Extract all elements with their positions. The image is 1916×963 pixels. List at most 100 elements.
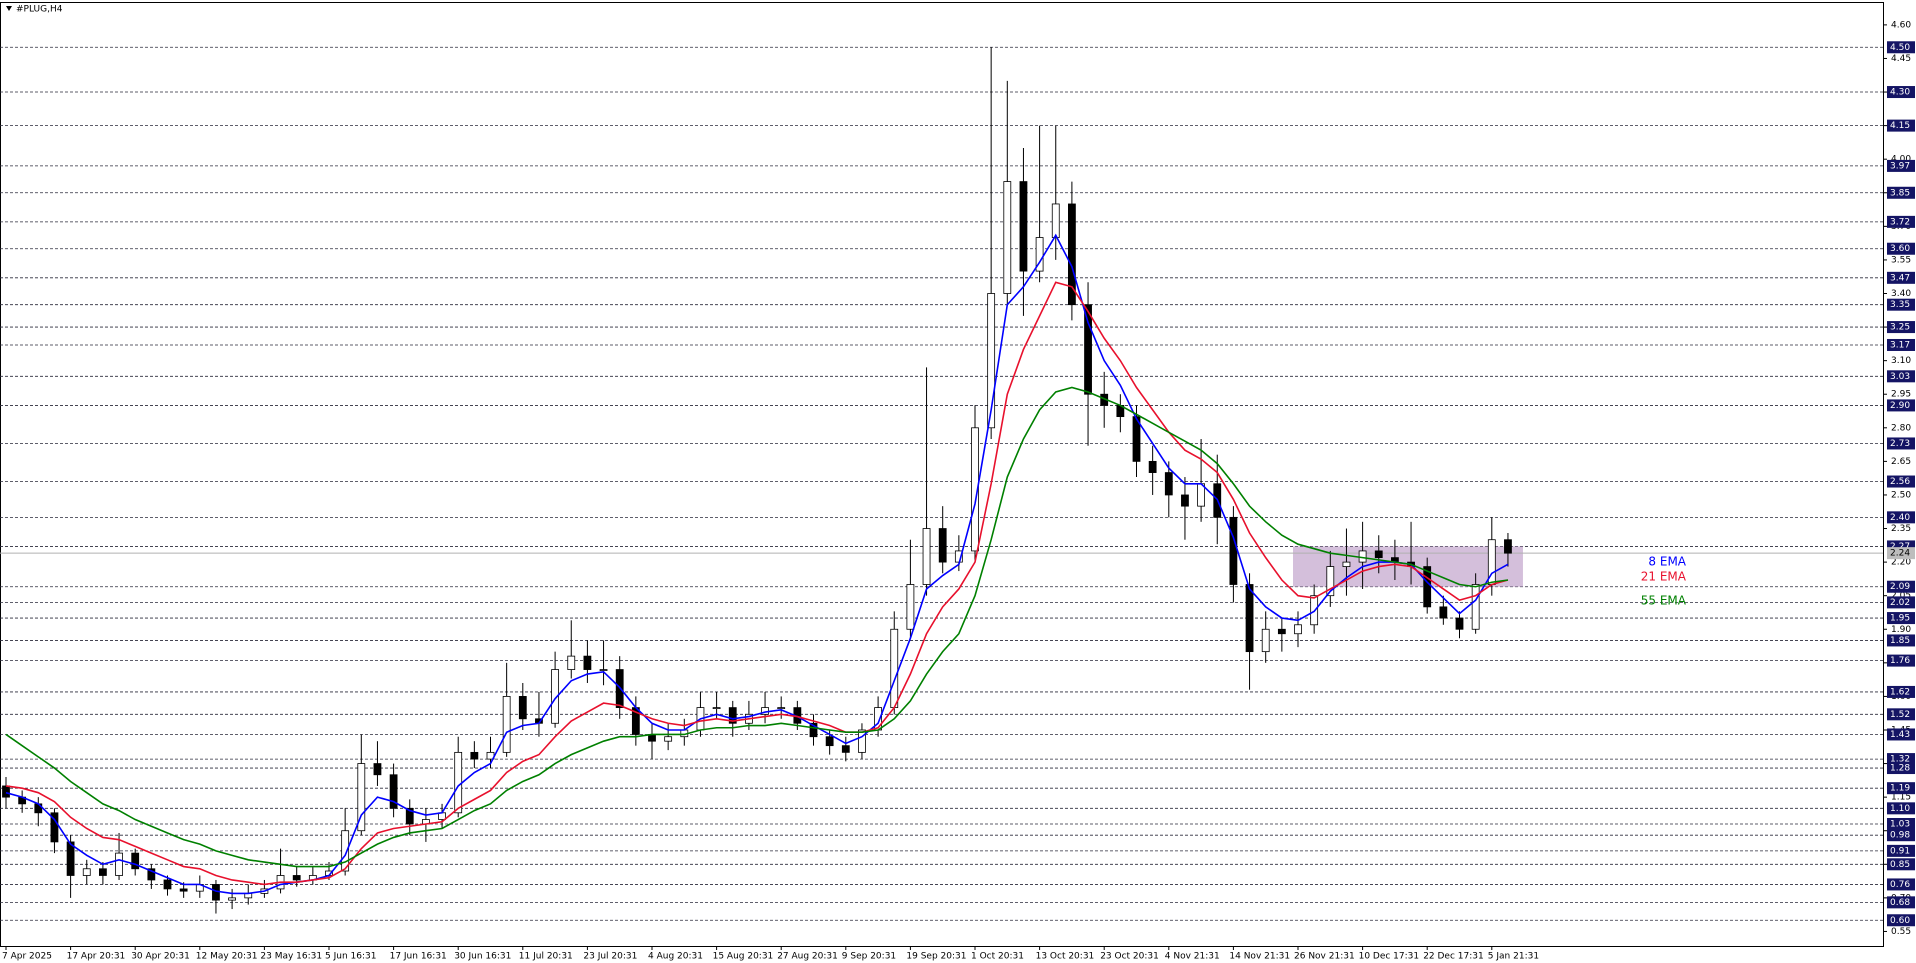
- candle-body: [405, 807, 414, 825]
- y-tick-label: 1.15: [1891, 793, 1911, 803]
- candle-body: [599, 669, 608, 671]
- y-tick-label: 0.55: [1891, 927, 1911, 937]
- level-label-box: [1887, 685, 1915, 698]
- y-tick-label: 3.55: [1891, 255, 1911, 265]
- x-tick-label: 5 Jun 16:31: [325, 952, 376, 962]
- legend-label: 8 EMA: [1648, 555, 1686, 569]
- chart-title: #PLUG,H4: [16, 5, 63, 15]
- candle-body: [664, 736, 673, 742]
- level-label: 1.03: [1890, 820, 1910, 830]
- level-label: 3.25: [1890, 323, 1910, 333]
- candle-body: [1181, 494, 1189, 507]
- candle-body: [1132, 416, 1141, 462]
- x-tick-label: 17 Jun 16:31: [390, 952, 447, 962]
- candle-body: [228, 897, 237, 901]
- plot-frame: [0, 2, 1884, 947]
- candle-body: [179, 888, 188, 892]
- candle-body: [454, 751, 463, 814]
- candle-body: [1229, 516, 1238, 585]
- level-label-box: [1887, 242, 1915, 255]
- level-label: 2.90: [1890, 401, 1910, 411]
- level-label-box: [1887, 338, 1915, 351]
- candle-body: [712, 707, 721, 710]
- candle-body: [1261, 628, 1270, 653]
- level-label-box: [1887, 437, 1915, 450]
- candle-body: [1504, 539, 1512, 554]
- level-label: 2.02: [1890, 598, 1910, 608]
- candle-body: [1326, 566, 1335, 597]
- y-tick-label: 4.45: [1891, 54, 1911, 64]
- level-label-box: [1887, 271, 1915, 284]
- y-tick-label: 2.65: [1891, 457, 1911, 467]
- x-tick-label: 10 Dec 17:31: [1359, 952, 1420, 962]
- candle-body: [82, 868, 91, 876]
- candle-body: [890, 628, 899, 709]
- x-tick-label: 23 Jul 20:31: [583, 952, 637, 962]
- level-label: 2.73: [1890, 439, 1910, 449]
- level-label: 2.09: [1890, 582, 1910, 592]
- level-label-box: [1887, 186, 1915, 199]
- candle-body: [1019, 181, 1028, 272]
- candle-body: [858, 729, 866, 753]
- level-label: 1.76: [1890, 656, 1910, 666]
- level-label: 3.72: [1890, 217, 1910, 227]
- candle-body: [341, 830, 350, 872]
- level-label-box: [1887, 914, 1915, 927]
- level-label-box: [1887, 215, 1915, 228]
- candle-body: [131, 852, 140, 870]
- x-tick-label: 1 Oct 20:31: [971, 952, 1024, 962]
- candle-body: [66, 841, 75, 876]
- candle-body: [373, 763, 382, 776]
- level-label: 1.19: [1890, 784, 1910, 794]
- ema-line: [5, 281, 1509, 886]
- ema-line: [5, 233, 1509, 895]
- candle-body: [922, 528, 931, 585]
- level-label: 1.62: [1890, 687, 1910, 697]
- title-icon: [6, 6, 12, 11]
- x-tick-label: 30 Jun 16:31: [454, 952, 511, 962]
- level-label: 4.15: [1890, 121, 1910, 131]
- x-tick-label: 12 May 20:31: [196, 952, 258, 962]
- level-label-box: [1887, 580, 1915, 593]
- x-tick-label: 11 Jul 20:31: [519, 952, 573, 962]
- x-tick-label: 4 Nov 21:31: [1165, 952, 1220, 962]
- candle-body: [1051, 203, 1060, 238]
- x-tick-label: 26 Nov 21:31: [1294, 952, 1355, 962]
- candle-body: [1068, 203, 1076, 306]
- level-label-box: [1887, 802, 1915, 815]
- level-label: 3.60: [1890, 244, 1910, 254]
- candle-body: [906, 584, 915, 630]
- candle-body: [1455, 617, 1464, 630]
- candle-body: [389, 774, 398, 809]
- level-label-box: [1887, 708, 1915, 721]
- y-tick-label: 2.50: [1891, 490, 1911, 500]
- level-label-box: [1887, 858, 1915, 871]
- candle-body: [2, 785, 10, 798]
- x-tick-label: 7 Apr 2025: [2, 952, 52, 962]
- candle-body: [1277, 628, 1286, 635]
- level-label-box: [1887, 654, 1915, 667]
- x-tick-label: 23 Oct 20:31: [1100, 952, 1159, 962]
- x-tick-label: 13 Oct 20:31: [1036, 952, 1095, 962]
- x-tick-label: 30 Apr 20:31: [131, 952, 190, 962]
- legend-label: 21 EMA: [1641, 570, 1687, 584]
- candle-body: [147, 868, 156, 881]
- level-label-box: [1887, 818, 1915, 831]
- level-label-box: [1887, 878, 1915, 891]
- candle-body: [50, 812, 59, 843]
- x-tick-label: 27 Aug 20:31: [777, 952, 838, 962]
- level-label: 1.28: [1890, 764, 1910, 774]
- level-label-box: [1887, 762, 1915, 775]
- level-label: 3.47: [1890, 273, 1910, 283]
- candle-body: [1035, 237, 1044, 272]
- candle-body: [1439, 606, 1448, 619]
- level-label-box: [1887, 41, 1915, 54]
- level-label-box: [1887, 399, 1915, 412]
- candle-body: [841, 745, 850, 753]
- candle-body: [987, 293, 996, 429]
- level-label: 1.52: [1890, 710, 1910, 720]
- x-tick-label: 14 Nov 21:31: [1229, 952, 1290, 962]
- level-label: 2.56: [1890, 477, 1910, 487]
- candle-body: [809, 722, 818, 738]
